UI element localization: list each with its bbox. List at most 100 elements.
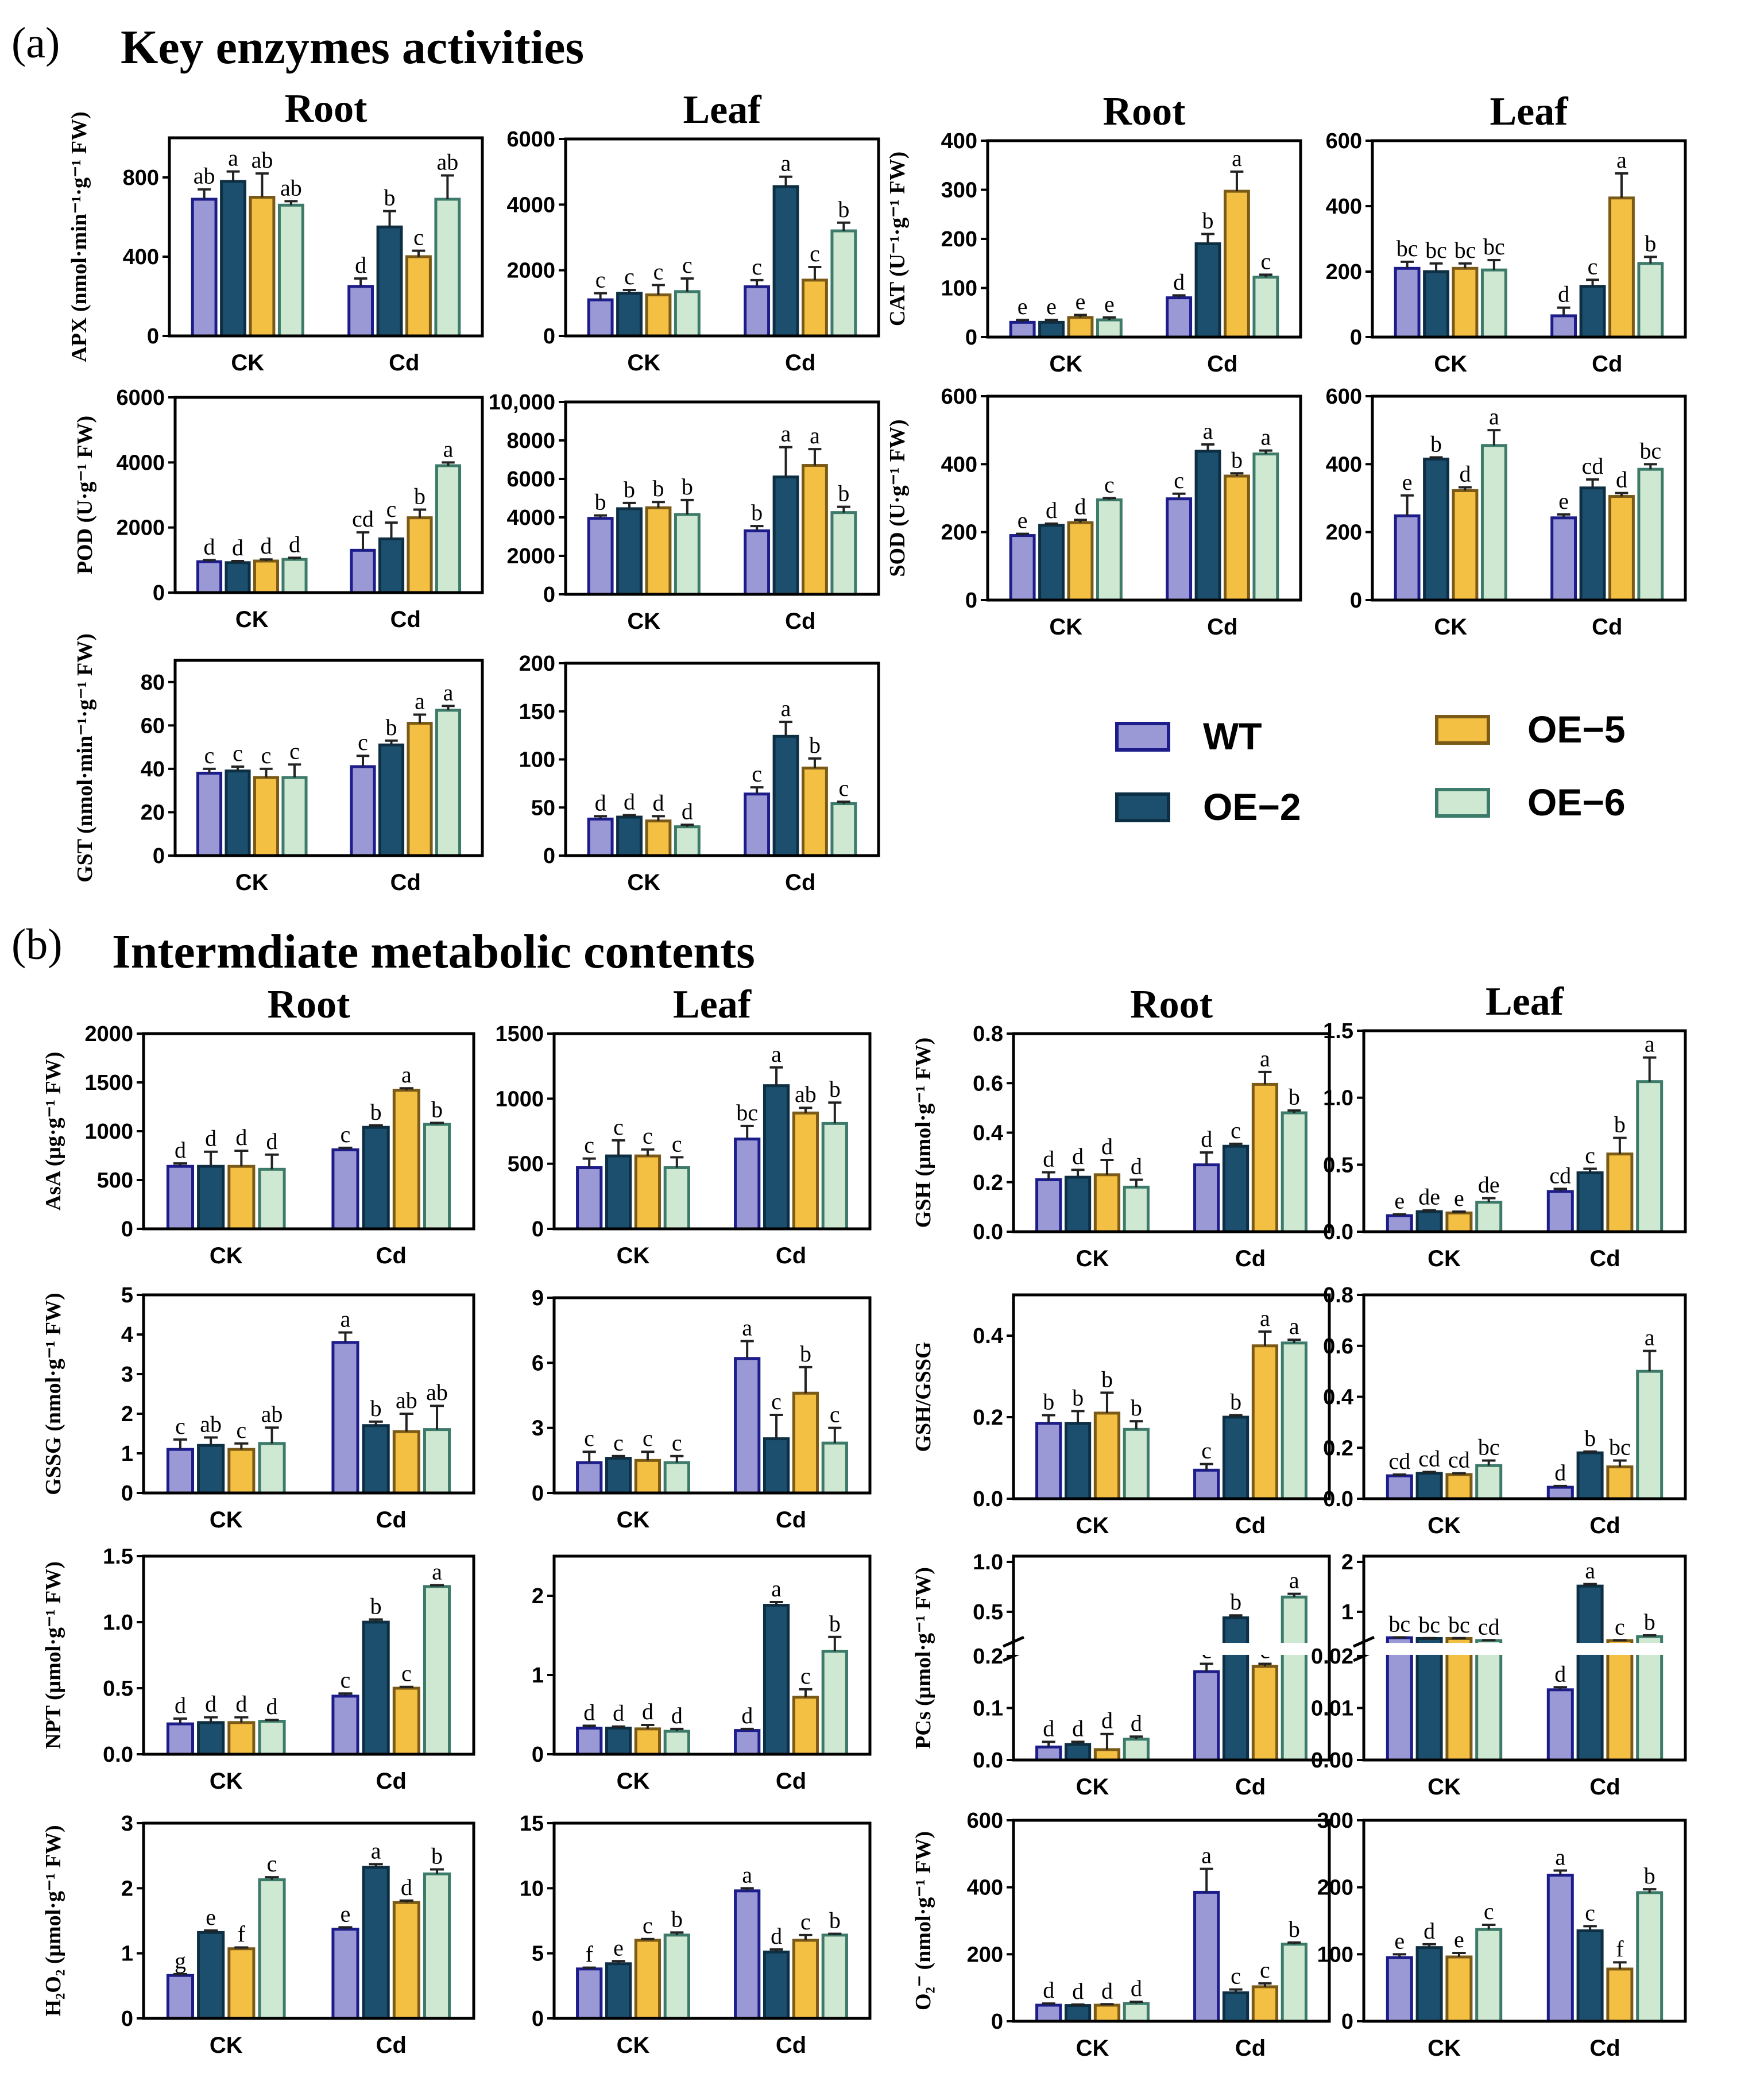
bar-oe-5-ck xyxy=(1445,1211,1473,1233)
bar-wt-ck xyxy=(1394,266,1421,339)
significance-letter: d xyxy=(205,1125,216,1151)
significance-letter: bc xyxy=(1425,237,1447,263)
significance-letter: bc xyxy=(1483,234,1505,260)
y-axis-label: GSSG (nmol·g⁻¹ FW) xyxy=(41,1293,65,1495)
significance-letter: b xyxy=(1202,207,1214,233)
plot-frame xyxy=(1362,1029,1687,1233)
significance-letter: c xyxy=(261,742,272,768)
bar-oe-6-ck xyxy=(281,558,308,594)
bar-oe-5-cd xyxy=(1608,196,1635,339)
bar-wt-ck xyxy=(1035,1422,1062,1500)
significance-letter: c xyxy=(1585,1900,1595,1925)
y-tick-label: 0.0 xyxy=(1323,1220,1353,1244)
bar-oe-5-ck xyxy=(634,1939,662,2020)
legend-label-oe2: OE−2 xyxy=(1203,786,1301,828)
significance-letter: d xyxy=(205,1691,216,1717)
bar-wt-ck xyxy=(1035,1745,1062,1762)
bar-wt-cd xyxy=(1546,1486,1574,1500)
bar-wt-ck xyxy=(576,1967,603,2020)
significance-letter: c xyxy=(613,1430,624,1456)
bar-oe-6-ck xyxy=(1123,1428,1150,1500)
y-tick-label: 0 xyxy=(543,583,555,607)
x-category-label: CK xyxy=(627,870,660,895)
significance-letter: d xyxy=(1072,1715,1084,1741)
bar-oe-6-ck xyxy=(281,776,308,857)
x-category-label: CK xyxy=(1428,1774,1461,1800)
bar-oe-2-cd xyxy=(1576,1171,1604,1233)
bar-oe-2-cd xyxy=(1576,1929,1604,2023)
significance-letter: d xyxy=(583,1699,595,1725)
x-category-label: CK xyxy=(210,1507,243,1533)
significance-letter: d xyxy=(1173,269,1185,295)
significance-letter: f xyxy=(586,1941,594,1967)
significance-letter: a xyxy=(781,695,791,721)
bar-wt-ck xyxy=(166,1448,195,1495)
bar-wt-ck xyxy=(166,1165,195,1231)
significance-letter: bc xyxy=(1639,438,1661,463)
y-tick-label: 1.0 xyxy=(103,1611,133,1635)
significance-letter: ab xyxy=(252,147,273,173)
bar-oe-6-cd xyxy=(821,1933,848,2020)
bar-oe-6-ck xyxy=(674,290,701,338)
y-tick-label: 6000 xyxy=(506,127,555,152)
y-tick-label: 100 xyxy=(941,277,977,301)
y-tick-label: 15 xyxy=(520,1812,544,1836)
significance-letter: c xyxy=(1260,1957,1270,1983)
legend: WT OE−2 OE−5 OE−6 xyxy=(1115,708,1626,828)
significance-letter: a xyxy=(1645,1031,1655,1057)
plot-frame xyxy=(1371,139,1687,339)
bar-oe-5-ck xyxy=(645,506,672,596)
bar-oe-5-ck xyxy=(1445,1955,1473,2023)
x-category-label: Cd xyxy=(376,1507,407,1533)
plot-frame xyxy=(564,137,880,338)
y-tick-label: 3 xyxy=(121,1812,133,1836)
significance-letter: c xyxy=(1585,1142,1595,1168)
significance-letter: bc xyxy=(1388,1611,1410,1637)
significance-letter: cd xyxy=(1582,453,1604,479)
bar-oe-5-ck xyxy=(227,1448,256,1495)
significance-letter: c xyxy=(752,254,762,280)
significance-letter: a xyxy=(443,436,454,462)
bar-wt-cd xyxy=(350,548,376,594)
significance-letter: c xyxy=(584,1132,594,1158)
y-tick-label: 0 xyxy=(1341,2010,1353,2034)
bar-wt-cd xyxy=(1546,1874,1574,2023)
significance-letter: b xyxy=(829,1908,841,1933)
bar-oe-6-ck xyxy=(258,1167,286,1231)
bar-oe-6-ck xyxy=(258,1878,286,2020)
significance-letter: a xyxy=(1555,1844,1565,1870)
bar-oe-6-cd xyxy=(830,511,857,596)
significance-letter: a xyxy=(1645,1325,1655,1351)
bar-oe-6-ck xyxy=(1475,1639,1503,1762)
significance-letter: a xyxy=(443,679,454,705)
bar-oe-6-cd xyxy=(1636,1891,1664,2023)
significance-letter: c xyxy=(1260,248,1271,274)
y-tick-label: 40 xyxy=(141,757,165,782)
axis-break-gap xyxy=(1015,1643,1328,1655)
x-category-label: Cd xyxy=(376,2033,407,2058)
significance-letter: a xyxy=(1260,1046,1270,1071)
plot-frame xyxy=(552,1032,872,1231)
significance-letter: c xyxy=(341,1667,351,1693)
bar-oe-6-ck xyxy=(1480,268,1507,339)
significance-letter: bc xyxy=(736,1100,758,1125)
bar-oe-2-ck xyxy=(197,1721,225,1756)
y-tick-label: 5 xyxy=(532,1942,544,1966)
significance-letter: c xyxy=(413,225,424,250)
plot-frame xyxy=(986,139,1302,339)
significance-letter: a xyxy=(401,1062,412,1088)
bar-wt-ck xyxy=(576,1461,603,1495)
bar-oe-6-ck xyxy=(1475,1464,1503,1500)
bar-oe-6-cd xyxy=(434,198,461,338)
bar-oe-6-cd xyxy=(423,1872,451,2020)
panel-title: Leaf xyxy=(1490,90,1568,134)
x-category-label: Cd xyxy=(1592,614,1622,640)
